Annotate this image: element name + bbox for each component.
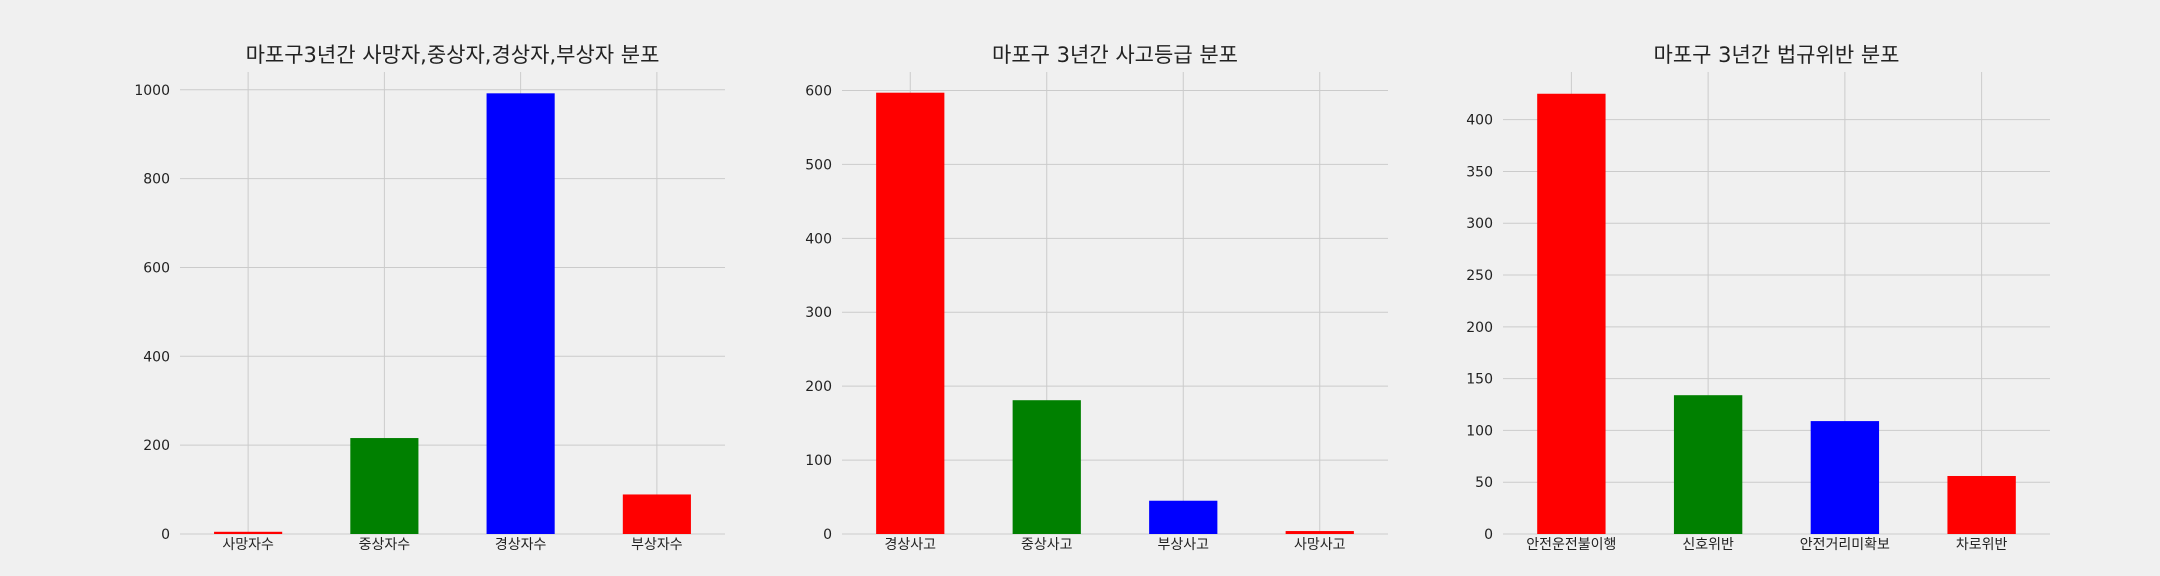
x-tick-label: 중상자수 <box>359 537 411 553</box>
bar-경상자수 <box>487 93 555 534</box>
chart-panel-1: 0 200 400 600 800 1000 사망자수 중상자수 경상자수 부상자수 마포구3년간 … <box>134 43 725 553</box>
x-tick-label: 안전거리미확보 <box>1800 537 1890 553</box>
y-tick-label: 200 <box>1466 320 1493 336</box>
y-tick-label: 350 <box>1466 164 1493 180</box>
y-tick-label: 300 <box>805 305 832 321</box>
y-tick-label: 150 <box>1466 372 1493 388</box>
chart-title: 마포구 3년간 사고등급 분포 <box>992 43 1238 67</box>
y-tick-label: 0 <box>823 527 832 543</box>
x-tick-label: 사망자수 <box>222 537 274 553</box>
bar-중상자수 <box>350 438 418 534</box>
chart-panel-2: 0 100 200 300 400 500 600 경상사고 중상사고 부상사고 사망사고 마포구 3… <box>805 43 1388 553</box>
y-tick-label: 600 <box>143 260 170 276</box>
x-tick-label: 부상사고 <box>1157 537 1209 553</box>
y-tick-label: 0 <box>1484 527 1493 543</box>
y-tick-label: 100 <box>805 453 832 469</box>
bar-부상자수 <box>623 494 691 534</box>
bar-사망사고 <box>1286 531 1354 534</box>
y-tick-label: 1000 <box>134 83 170 99</box>
bar-안전거리미확보 <box>1811 421 1879 534</box>
x-tick-label: 신호위반 <box>1682 537 1734 553</box>
y-tick-label: 0 <box>161 527 170 543</box>
x-tick-label: 차로위반 <box>1956 537 2008 553</box>
y-tick-label: 300 <box>1466 216 1493 232</box>
bar-신호위반 <box>1674 395 1742 534</box>
y-tick-label: 400 <box>143 349 170 365</box>
x-tick-label: 부상자수 <box>631 537 683 553</box>
y-tick-label: 200 <box>805 379 832 395</box>
bar-경상사고 <box>876 93 944 534</box>
x-tick-label: 중상사고 <box>1021 537 1073 553</box>
y-tick-label: 100 <box>1466 423 1493 439</box>
y-tick-label: 200 <box>143 438 170 454</box>
bar-안전운전불이행 <box>1537 94 1605 534</box>
y-tick-label: 600 <box>805 83 832 99</box>
x-tick-label: 안전운전불이행 <box>1526 537 1616 553</box>
bar-사망자수 <box>214 532 282 534</box>
y-tick-label: 500 <box>805 157 832 173</box>
x-tick-label: 사망사고 <box>1294 537 1346 553</box>
bar-차로위반 <box>1947 476 2015 534</box>
y-tick-label: 400 <box>805 231 832 247</box>
x-tick-label: 경상사고 <box>884 537 936 553</box>
chart-title: 마포구3년간 사망자,중상자,경상자,부상자 분포 <box>246 43 660 67</box>
x-tick-label: 경상자수 <box>495 537 547 553</box>
y-tick-label: 400 <box>1466 113 1493 129</box>
chart-title: 마포구 3년간 법규위반 분포 <box>1654 43 1900 67</box>
bar-중상사고 <box>1013 400 1081 534</box>
y-tick-label: 800 <box>143 172 170 188</box>
y-tick-label: 50 <box>1475 475 1493 491</box>
bar-부상사고 <box>1149 501 1217 534</box>
chart-panel-3: 0 50 100 150 200 250 300 350 400 안전운전불이행 신호위반 안전거리미… <box>1466 43 2050 553</box>
y-tick-label: 250 <box>1466 268 1493 284</box>
